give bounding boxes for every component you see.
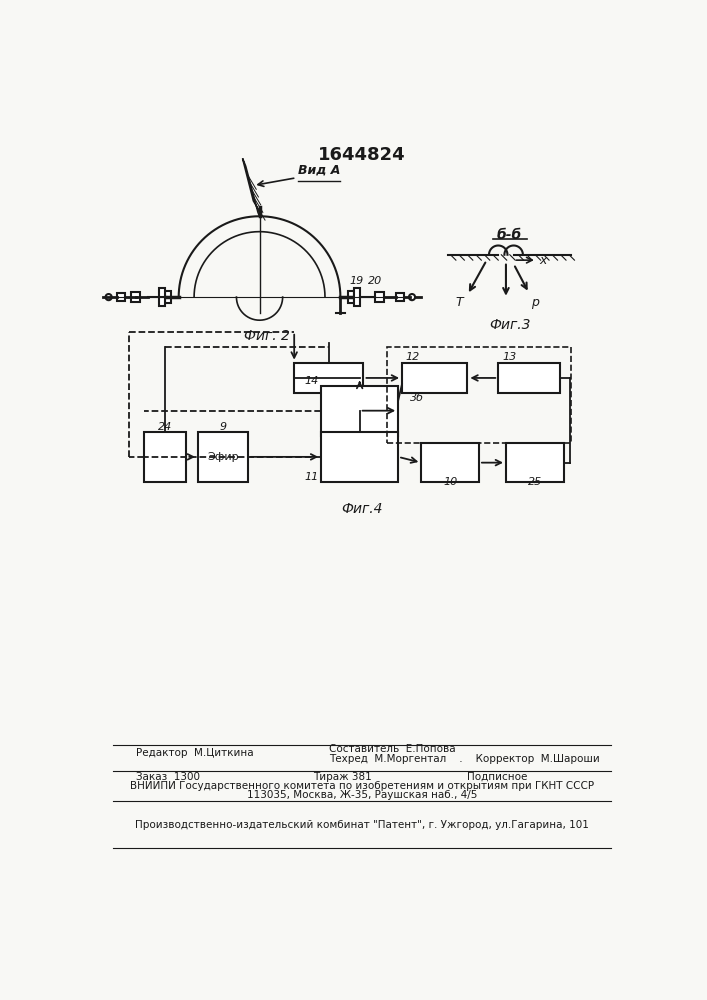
Bar xyxy=(421,443,479,482)
Text: Эфир: Эфир xyxy=(207,452,239,462)
Text: Редактор  М.Циткина: Редактор М.Циткина xyxy=(136,748,254,758)
Text: Тираж 381: Тираж 381 xyxy=(313,772,372,782)
Bar xyxy=(396,293,404,301)
Text: 25: 25 xyxy=(527,477,542,487)
Bar xyxy=(321,386,398,436)
Bar xyxy=(158,288,165,306)
Text: Производственно-издательский комбинат "Патент", г. Ужгород, ул.Гагарина, 101: Производственно-издательский комбинат "П… xyxy=(135,820,589,830)
Text: 10: 10 xyxy=(443,477,457,487)
Circle shape xyxy=(105,294,112,300)
Text: 19: 19 xyxy=(350,276,364,286)
Text: 20: 20 xyxy=(368,276,382,286)
Text: 113035, Москва, Ж-35, Раушская наб., 4/5: 113035, Москва, Ж-35, Раушская наб., 4/5 xyxy=(247,790,477,800)
Text: б-б: б-б xyxy=(497,228,522,242)
Text: 12: 12 xyxy=(406,352,420,362)
Bar xyxy=(321,432,398,482)
Text: Составитель  Е.Попова: Составитель Е.Попова xyxy=(329,744,455,754)
Text: 24: 24 xyxy=(158,422,173,432)
Bar xyxy=(348,291,354,303)
Text: 11: 11 xyxy=(305,472,319,482)
Text: 14: 14 xyxy=(305,376,319,386)
Bar xyxy=(198,432,248,482)
Bar xyxy=(131,292,140,302)
Text: 13: 13 xyxy=(502,352,516,362)
Text: x: x xyxy=(539,254,547,267)
Bar xyxy=(402,363,467,393)
Text: Фиг.4: Фиг.4 xyxy=(341,502,382,516)
Text: 1644824: 1644824 xyxy=(318,146,406,164)
Text: T: T xyxy=(456,296,464,309)
Text: Заказ  1300: Заказ 1300 xyxy=(136,772,200,782)
Bar xyxy=(294,363,363,393)
Circle shape xyxy=(409,294,415,300)
Bar xyxy=(117,293,125,301)
Bar xyxy=(165,291,171,303)
Text: Подписное: Подписное xyxy=(467,772,528,782)
Text: Вид А: Вид А xyxy=(298,163,340,176)
Text: Техред  М.Моргентал    .    Корректор  М.Шароши: Техред М.Моргентал . Корректор М.Шароши xyxy=(329,754,600,764)
Text: Фиг. 2: Фиг. 2 xyxy=(245,329,290,343)
Polygon shape xyxy=(243,158,261,216)
Text: p: p xyxy=(532,296,539,309)
Bar xyxy=(498,363,560,393)
Text: 9: 9 xyxy=(219,422,226,432)
Text: 3б: 3б xyxy=(409,393,423,403)
Bar xyxy=(144,432,187,482)
Bar xyxy=(506,443,563,482)
Bar xyxy=(375,292,385,302)
Text: ВНИИПИ Государственного комитета по изобретениям и открытиям при ГКНТ СССР: ВНИИПИ Государственного комитета по изоб… xyxy=(130,781,594,791)
Bar xyxy=(354,288,361,306)
Bar xyxy=(387,347,571,443)
Text: Фиг.3: Фиг.3 xyxy=(489,318,530,332)
